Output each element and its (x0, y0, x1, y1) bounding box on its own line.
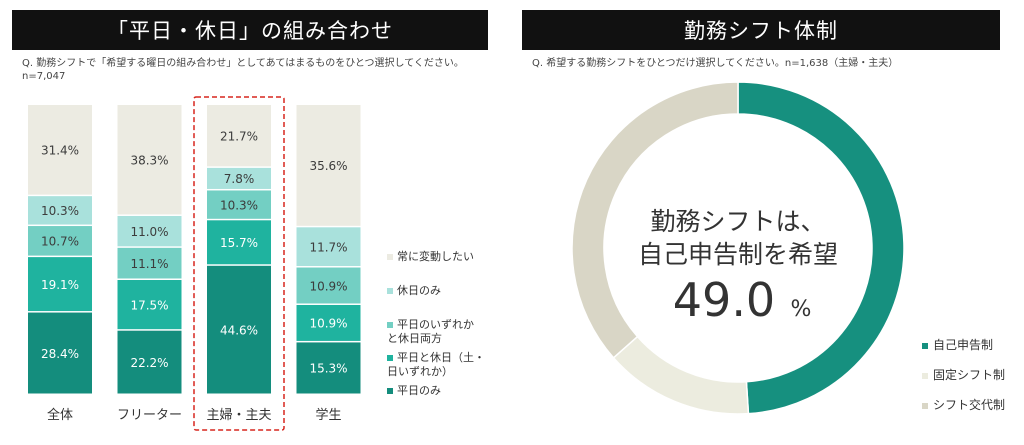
bar-value-label: 17.5% (130, 298, 168, 312)
donut-center-line1: 勤務シフトは、 (650, 207, 825, 236)
bar-segment (207, 167, 271, 189)
category-label: 主婦・主夫 (206, 407, 271, 423)
legend-label: シフト交代制 (933, 398, 1006, 412)
bar-segment (207, 265, 271, 394)
legend-item: 休日のみ (387, 284, 441, 298)
bar-value-label: 21.7% (220, 129, 258, 143)
legend-item: 平日のいずれか と休日両方 (387, 318, 474, 346)
bar-value-label: 10.9% (309, 317, 347, 331)
legend-label: 常に変動したい (397, 250, 474, 263)
donut-slice (612, 335, 750, 415)
donut-center-unit: % (791, 297, 812, 322)
bar-value-label: 22.2% (130, 356, 168, 370)
legend-swatch (387, 254, 393, 260)
highlight-box (193, 96, 285, 431)
bar-value-label: 35.6% (309, 159, 347, 173)
bar-value-label: 19.1% (41, 278, 79, 292)
legend-item: 平日と休日（土・ 日いずれか） (387, 351, 485, 379)
bar-segment (117, 105, 182, 215)
donut-slice (737, 81, 905, 415)
legend-swatch (387, 322, 393, 328)
bar-value-label: 28.4% (41, 347, 79, 361)
bar-segment (28, 226, 92, 256)
donut-legend-item: 固定シフト制 (922, 366, 1005, 383)
bar-value-label: 11.1% (130, 257, 168, 271)
legend-item: 平日のみ (387, 384, 441, 398)
donut-legend-item: シフト交代制 (922, 396, 1005, 413)
bar-value-label: 7.8% (224, 172, 255, 186)
bar-segment (296, 105, 361, 226)
legend-swatch (387, 388, 393, 394)
bar-segment (28, 312, 92, 394)
bar-segment (296, 304, 361, 341)
legend-swatch (387, 288, 393, 294)
bar-value-label: 15.7% (220, 236, 258, 250)
bar-value-label: 10.7% (41, 235, 79, 249)
bar-segment (28, 105, 92, 195)
legend-swatch (922, 402, 928, 409)
bar-value-label: 10.9% (309, 279, 347, 293)
legend-label: と休日両方 (387, 332, 442, 345)
category-label: フリーター (117, 408, 182, 423)
legend-label: 自己申告制 (933, 338, 994, 352)
donut-center-line2: 自己申告制を希望 (638, 240, 838, 269)
bar-value-label: 38.3% (130, 153, 168, 167)
bar-value-label: 10.3% (41, 204, 79, 218)
bar-value-label: 11.7% (309, 240, 347, 254)
left-chart-title: 「平日・休日」の組み合わせ (12, 10, 488, 50)
legend-label: 休日のみ (397, 284, 441, 297)
legend-label: 平日と休日（土・ (397, 351, 485, 364)
legend-swatch (387, 355, 393, 361)
bar-segment (207, 190, 271, 219)
right-question-text: Q. 希望する勤務シフトをひとつだけ選択してください。n=1,638（主婦・主夫… (532, 58, 899, 69)
legend-swatch (922, 342, 928, 349)
bar-segment (117, 279, 182, 330)
legend-label: 平日のみ (397, 384, 441, 397)
left-sample-size: n=7,047 (22, 71, 66, 82)
stacked-bar-chart: 28.4% 19.1% 10.7% 10.3% 31.4% 全体 22.2% 17.5% 11.… (28, 96, 361, 431)
bar-segment (117, 330, 182, 394)
bar-segment (28, 257, 92, 312)
legend-label: 固定シフト制 (933, 368, 1006, 382)
bar-segment (28, 196, 92, 225)
bar-value-label: 44.6% (220, 323, 258, 337)
legend-label: 日いずれか） (387, 365, 453, 378)
legend-label: 平日のいずれか (397, 318, 474, 331)
bar-segment (296, 342, 361, 394)
donut-legend-item: 自己申告制 (922, 336, 993, 353)
donut-slice (571, 81, 739, 359)
right-chart-title: 勤務シフト体制 (522, 10, 1000, 50)
donut-center-value: 49.0 (673, 273, 775, 327)
bar-segment (296, 267, 361, 304)
left-question-text: Q. 勤務シフトで「希望する曜日の組み合わせ」としてあてはまるものをひとつ選択し… (22, 58, 464, 69)
category-label: 学生 (315, 407, 341, 423)
bar-segment (117, 215, 182, 247)
bar-segment (117, 247, 182, 279)
bar-segment (207, 105, 271, 167)
bar-value-label: 31.4% (41, 144, 79, 158)
bar-segment (296, 227, 361, 267)
bar-value-label: 15.3% (309, 362, 347, 376)
bar-value-label: 11.0% (130, 225, 168, 239)
bar-value-label: 10.3% (220, 198, 258, 212)
legend-item: 常に変動したい (387, 250, 474, 264)
category-label: 全体 (47, 407, 73, 423)
legend-swatch (922, 372, 928, 379)
bar-segment (207, 220, 271, 265)
